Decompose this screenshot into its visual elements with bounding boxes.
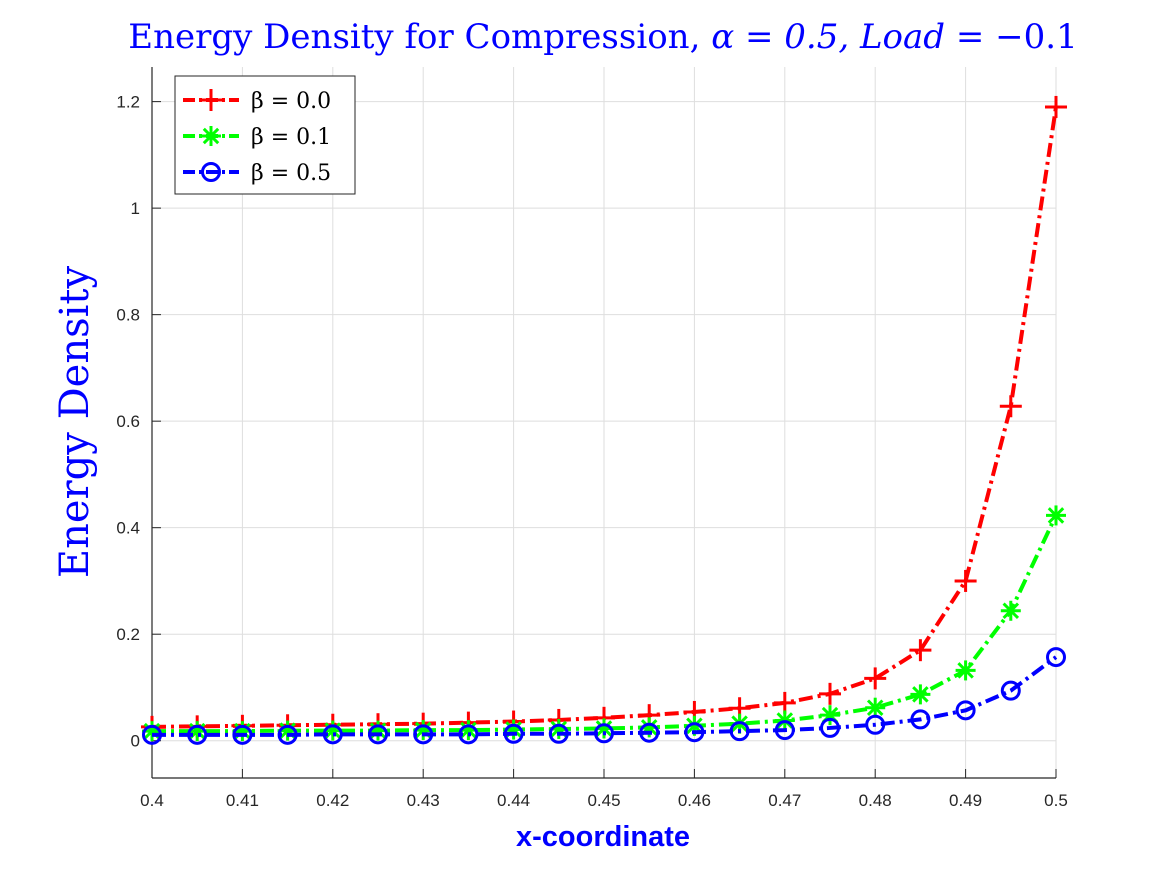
data-point [684, 722, 705, 743]
x-tick-label: 0.46 [678, 791, 711, 810]
chart-title: Energy Density for Compression, α = 0.5,… [128, 17, 1077, 57]
legend-marker [200, 89, 222, 111]
y-tick-label: 1.2 [116, 93, 140, 112]
y-tick-label: 0 [131, 732, 140, 751]
axes [151, 67, 1057, 779]
legend-marker [201, 162, 221, 182]
data-point [774, 720, 795, 741]
data-point [322, 724, 343, 745]
x-tick-label: 0.44 [497, 791, 530, 810]
legend: β = 0.0 β = 0.1 β = 0.5 [174, 75, 356, 195]
x-tick-label: 0.48 [859, 791, 892, 810]
y-axis-label: Energy Density [52, 266, 98, 579]
x-tick-label: 0.41 [226, 791, 259, 810]
legend-label: β = 0.5 [251, 161, 331, 186]
data-point [773, 691, 796, 714]
data-point [142, 724, 162, 745]
legend-item: β = 0.1 [183, 125, 331, 150]
x-tick-label: 0.43 [407, 791, 440, 810]
data-point [368, 724, 388, 745]
data-point [277, 724, 298, 745]
series-2 [142, 647, 1066, 745]
y-tick-label: 0.6 [116, 412, 140, 431]
legend-item: β = 0.5 [183, 161, 331, 186]
legend-item: β = 0.0 [183, 89, 331, 114]
data-point [413, 724, 434, 745]
data-point [1000, 680, 1021, 701]
data-point [187, 724, 208, 745]
x-axis-label: x-coordinate [516, 821, 690, 853]
data-series [141, 95, 1067, 745]
y-tick-label: 0.8 [116, 306, 140, 325]
data-point [1000, 600, 1021, 621]
data-point [910, 684, 931, 705]
y-tick-label: 0.4 [116, 519, 140, 538]
data-point [864, 667, 887, 690]
data-point [954, 569, 977, 592]
legend-marker [201, 126, 221, 146]
x-tick-labels: 0.4 0.41 0.42 0.43 0.44 0.45 0.46 0.47 0.48 0.49 0… [140, 791, 1068, 810]
x-tick-label: 0.47 [768, 791, 801, 810]
data-point [1046, 647, 1066, 668]
x-tick-label: 0.5 [1044, 791, 1068, 810]
data-point [639, 722, 660, 743]
data-point [458, 724, 479, 745]
data-point [909, 639, 932, 662]
data-point [865, 714, 886, 735]
data-point [819, 682, 841, 705]
data-point [1045, 95, 1067, 118]
data-point [955, 660, 976, 681]
series-line [152, 655, 1058, 737]
data-point [729, 721, 750, 742]
data-point [955, 700, 976, 721]
legend-label: β = 0.0 [251, 89, 331, 114]
data-point [594, 723, 614, 744]
x-tick-label: 0.4 [140, 791, 164, 810]
y-tick-label: 1 [131, 199, 140, 218]
data-point [820, 717, 840, 738]
data-point [999, 395, 1022, 418]
data-point [232, 724, 253, 745]
x-tick-label: 0.49 [949, 791, 982, 810]
y-tick-labels: 0 0.2 0.4 0.6 0.8 1 1.2 [116, 93, 140, 751]
data-point [910, 709, 931, 730]
data-point [548, 723, 569, 744]
data-point [1046, 505, 1066, 526]
data-point [503, 723, 524, 744]
x-tick-label: 0.45 [587, 791, 620, 810]
y-tick-label: 0.2 [116, 625, 140, 644]
data-point [865, 697, 886, 718]
legend-label: β = 0.1 [251, 125, 331, 150]
x-tick-label: 0.42 [316, 791, 349, 810]
